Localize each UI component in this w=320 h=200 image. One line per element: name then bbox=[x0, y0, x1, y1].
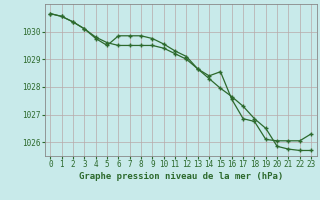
X-axis label: Graphe pression niveau de la mer (hPa): Graphe pression niveau de la mer (hPa) bbox=[79, 172, 283, 181]
